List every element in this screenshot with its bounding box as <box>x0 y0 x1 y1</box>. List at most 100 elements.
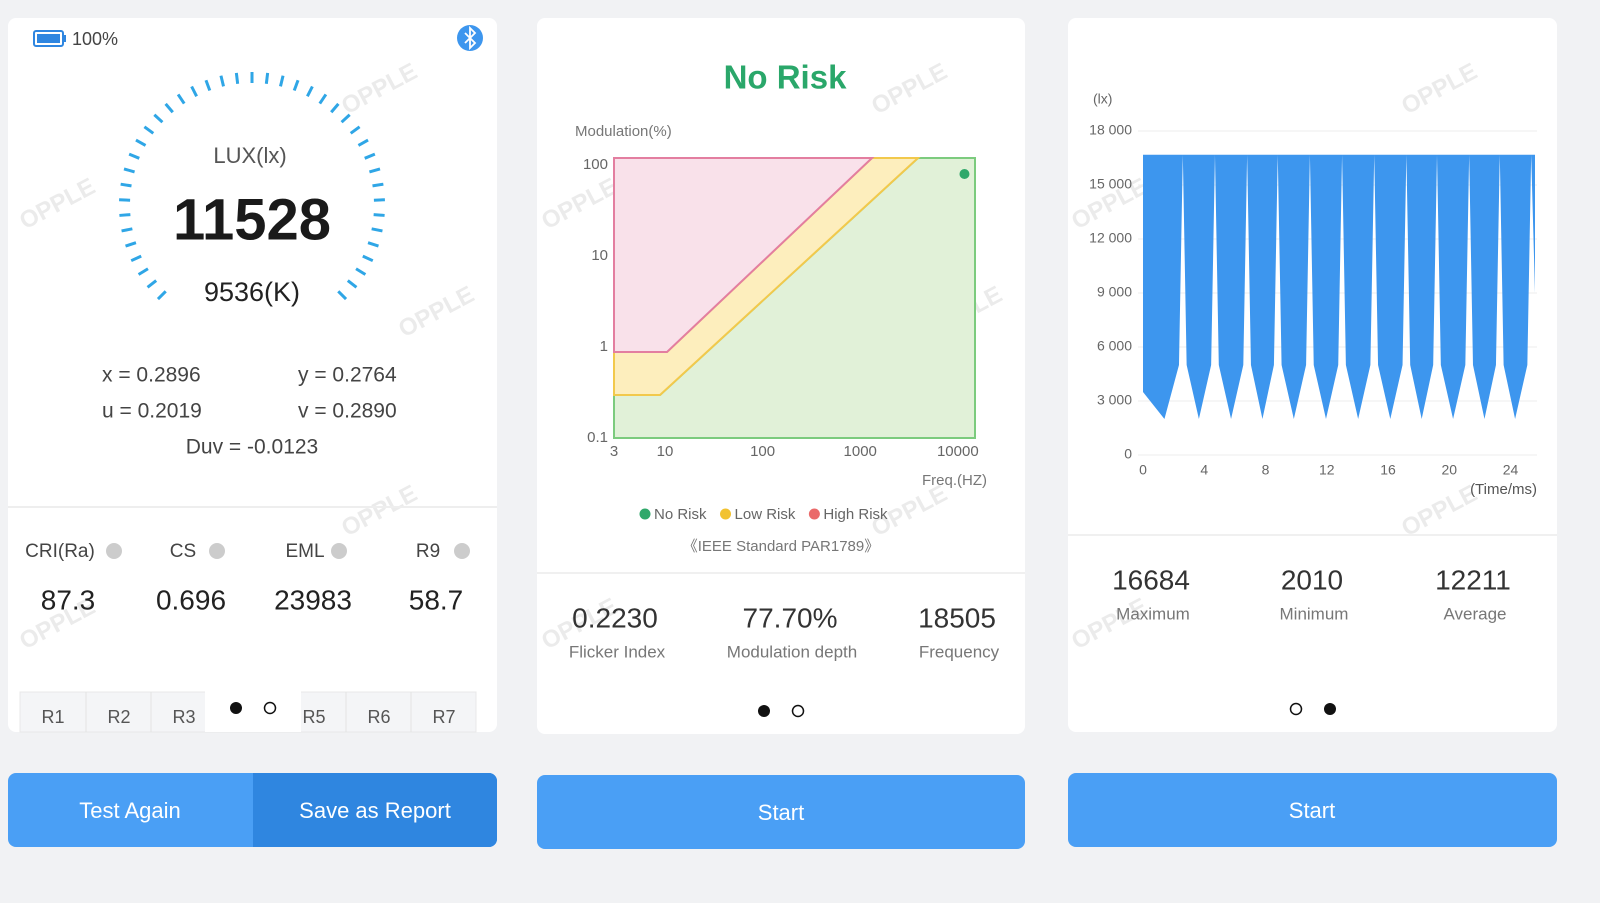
stat-label: Modulation depth <box>727 642 857 661</box>
gauge-tick <box>357 138 369 147</box>
help-icon[interactable] <box>454 543 470 559</box>
y-tick-label: 10 <box>591 247 608 264</box>
gauge <box>119 72 385 301</box>
gauge-tick <box>121 227 133 233</box>
y-tick-label: 6 000 <box>1097 338 1132 354</box>
gauge-tick <box>367 241 379 248</box>
pager-bg <box>205 688 301 732</box>
gauge-tick <box>128 152 140 160</box>
page-dot[interactable] <box>230 702 242 714</box>
stat-value: 77.70% <box>743 602 838 633</box>
stat-label: Average <box>1443 604 1506 623</box>
legend-swatch <box>639 508 651 520</box>
save-report-button[interactable] <box>253 773 497 847</box>
gauge-tick <box>264 72 270 85</box>
gauge-tick <box>146 279 158 289</box>
help-icon[interactable] <box>106 543 122 559</box>
gauge-tick <box>143 125 155 135</box>
x-tick-label: 16 <box>1380 462 1396 478</box>
x-tick-label: 4 <box>1200 462 1208 478</box>
x-tick-label: 24 <box>1503 462 1519 478</box>
x-tick-label: 10000 <box>937 443 979 460</box>
high-risk-region <box>613 157 875 353</box>
coord: x = 0.2896 <box>102 364 201 387</box>
gauge-tick <box>372 182 384 188</box>
gauge-tick <box>349 125 361 135</box>
gauge-tick <box>176 93 186 105</box>
metric-value: 0.696 <box>156 584 226 615</box>
stat-label: Flicker Index <box>569 642 666 661</box>
help-icon[interactable] <box>209 543 225 559</box>
y-tick-label: 12 000 <box>1089 230 1132 246</box>
point <box>959 169 970 180</box>
gauge-tick <box>123 167 135 174</box>
gauge-tick <box>119 213 131 217</box>
meter-card <box>8 18 497 732</box>
gauge-tick <box>190 85 198 97</box>
tabs: R1 R2 R3 R5 R6 R7 <box>19 688 477 733</box>
gauge-tick <box>125 241 137 248</box>
stat-value: 18505 <box>918 602 996 633</box>
coord: v = 0.2890 <box>298 400 397 423</box>
metric-value: 23983 <box>274 584 352 615</box>
standard: 《IEEE Standard PAR1789》 <box>683 538 880 555</box>
x-tick-label: 100 <box>750 443 775 460</box>
gauge-label: LUX(lx) <box>213 143 286 168</box>
gauge-tick <box>279 75 285 87</box>
y-tick-label: 100 <box>583 156 608 173</box>
gauge-tick <box>234 72 240 85</box>
status: No Risk <box>724 59 848 96</box>
page-dot[interactable] <box>758 705 770 717</box>
y-tick-label: 18 000 <box>1089 122 1132 138</box>
x-tick-label: 12 <box>1319 462 1335 478</box>
tab[interactable]: R5 <box>302 707 325 727</box>
y-tick-label: 3 000 <box>1097 392 1132 408</box>
gauge-tick <box>137 267 149 276</box>
battery-tip <box>63 35 66 42</box>
gauge-tick <box>306 85 314 97</box>
gauge-tick <box>371 227 383 233</box>
stat-label: Frequency <box>919 642 1000 661</box>
gauge-tick <box>164 102 174 114</box>
gauge-tick <box>130 254 142 263</box>
metric-value: 87.3 <box>41 584 96 615</box>
stat-label: Minimum <box>1280 604 1349 623</box>
tab[interactable]: R7 <box>432 707 455 727</box>
legend-label: No Risk <box>654 506 707 523</box>
legend-label: Low Risk <box>735 506 796 523</box>
gauge-tick <box>362 254 374 263</box>
tab[interactable]: R6 <box>367 707 390 727</box>
waveform-area <box>1143 154 1535 420</box>
start-button[interactable] <box>537 775 1025 849</box>
gauge-tick <box>355 267 367 276</box>
page-dot[interactable] <box>263 701 277 715</box>
gauge-tick <box>337 290 348 301</box>
stat-value: 2010 <box>1281 564 1343 595</box>
flicker-stats: 0.2230 Flicker Index 77.70% Modulation dept… <box>569 602 1000 661</box>
x-tick-label: 8 <box>1262 462 1270 478</box>
gauge-tick <box>292 79 300 92</box>
gauge-tick <box>135 138 147 147</box>
metric-value: 58.7 <box>409 584 464 615</box>
y-tick-label: 9 000 <box>1097 284 1132 300</box>
page-dot[interactable] <box>1324 703 1336 715</box>
tab[interactable]: R2 <box>107 707 130 727</box>
x-tick-label: 3 <box>610 443 618 460</box>
tab[interactable]: R3 <box>172 707 195 727</box>
y-axis-label: (lx) <box>1093 91 1112 107</box>
tab[interactable]: R1 <box>41 707 64 727</box>
x-tick-label: 0 <box>1139 462 1147 478</box>
start-button[interactable] <box>1068 773 1557 847</box>
x-tick-label: 1000 <box>844 443 877 460</box>
page-dot[interactable] <box>1289 702 1303 716</box>
page-dot[interactable] <box>791 704 805 718</box>
metric-label: CRI(Ra) <box>25 541 95 562</box>
x-axis-label: (Time/ms) <box>1470 481 1537 498</box>
gauge-tick <box>120 182 132 188</box>
x-tick-label: 20 <box>1441 462 1457 478</box>
help-icon[interactable] <box>331 543 347 559</box>
gauge-tick <box>369 167 381 174</box>
gauge-tick <box>219 75 225 87</box>
gauge-tick <box>156 290 167 301</box>
